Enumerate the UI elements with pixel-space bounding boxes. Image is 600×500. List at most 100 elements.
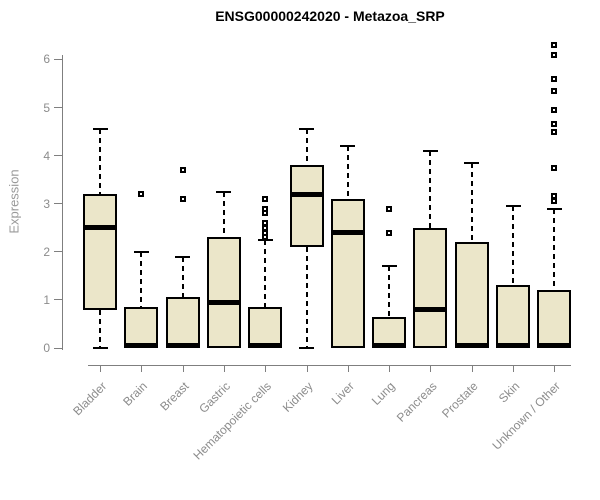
median-line (537, 343, 572, 348)
whisker-line (512, 206, 514, 286)
whisker-cap (299, 347, 314, 349)
whisker-line (264, 239, 267, 308)
whisker-line (305, 129, 308, 166)
outlier-point (551, 128, 558, 135)
median-line (413, 307, 448, 313)
whisker-cap (133, 250, 149, 253)
median-line (330, 230, 365, 236)
x-tick-label: Bladder (69, 379, 109, 419)
y-tick-label: 2 (43, 244, 50, 259)
outlier-point (179, 167, 186, 174)
outlier-point (551, 51, 558, 58)
median-line (496, 343, 530, 348)
x-tick-label: Skin (495, 379, 522, 406)
whisker-cap (464, 161, 480, 164)
y-tick-label: 1 (43, 292, 50, 307)
outlier-point (551, 87, 558, 94)
outlier-point (551, 41, 558, 48)
x-tick (100, 365, 101, 372)
y-tick-label: 3 (43, 196, 50, 211)
box (124, 307, 159, 348)
median-line (83, 225, 117, 231)
whisker-line (429, 150, 432, 228)
x-tick (141, 365, 143, 372)
y-tick (54, 58, 62, 60)
x-tick-label: Brain (120, 379, 151, 409)
y-tick (54, 107, 62, 108)
y-tick-label: 0 (43, 341, 50, 355)
whisker-cap (92, 347, 108, 349)
x-tick-label: Pancreas (393, 379, 440, 425)
y-tick-label: 6 (43, 52, 50, 67)
x-tick (389, 365, 391, 372)
whisker-line (305, 246, 308, 348)
whisker-cap (381, 265, 397, 268)
median-line (454, 343, 489, 348)
whisker-line (99, 309, 101, 348)
box (372, 316, 407, 348)
whisker-line (470, 162, 473, 243)
box (413, 227, 448, 348)
whisker-line (346, 145, 349, 199)
median-line (289, 191, 324, 197)
whisker-line (181, 256, 184, 298)
whisker-cap (175, 255, 191, 258)
outlier-point (262, 234, 269, 241)
x-tick (471, 365, 473, 372)
whisker-line (553, 208, 556, 291)
outlier-point (386, 205, 393, 212)
x-tick-label: Liver (328, 379, 357, 408)
median-line (248, 343, 283, 348)
outlier-point (551, 121, 558, 128)
y-axis-label: Expression (6, 169, 22, 234)
whisker-cap (216, 190, 232, 193)
outlier-point (386, 229, 393, 236)
y-axis-line (62, 55, 63, 350)
outlier-point (179, 195, 186, 202)
box (454, 242, 489, 348)
whisker-line (140, 251, 143, 308)
y-tick (54, 347, 62, 349)
x-tick (306, 365, 308, 372)
x-tick (347, 365, 349, 372)
chart-title: ENSG00000242020 - Metazoa_SRP (215, 8, 445, 24)
box (289, 165, 324, 247)
median-line (206, 299, 241, 305)
whisker-line (99, 129, 101, 195)
median-line (165, 343, 200, 348)
x-tick (554, 365, 556, 372)
whisker-line (222, 191, 225, 238)
y-tick-label: 5 (43, 100, 50, 115)
median-line (124, 343, 159, 348)
x-tick-label: Prostate (439, 379, 481, 421)
whisker-line (388, 266, 391, 317)
outlier-point (262, 210, 269, 217)
outlier-point (551, 75, 558, 82)
box (537, 290, 572, 348)
x-tick (513, 365, 514, 372)
x-tick (182, 365, 184, 372)
y-tick (54, 251, 62, 253)
x-axis-line (88, 365, 571, 366)
whisker-cap (340, 144, 356, 147)
y-tick (54, 203, 62, 205)
x-tick (265, 365, 267, 372)
box (330, 198, 365, 348)
median-line (372, 343, 407, 348)
box (496, 285, 530, 348)
x-tick (430, 365, 432, 372)
x-tick-label: Kidney (279, 379, 316, 415)
x-tick-label: Lung (369, 379, 399, 408)
box (165, 297, 200, 348)
x-tick (223, 365, 225, 372)
outlier-point (262, 195, 269, 202)
whisker-cap (299, 128, 314, 131)
box (83, 194, 117, 310)
x-tick-label: Breast (157, 379, 192, 414)
y-tick (54, 299, 62, 301)
y-tick (54, 155, 62, 157)
whisker-cap (92, 128, 108, 131)
box (248, 307, 283, 348)
whisker-cap (546, 207, 562, 210)
